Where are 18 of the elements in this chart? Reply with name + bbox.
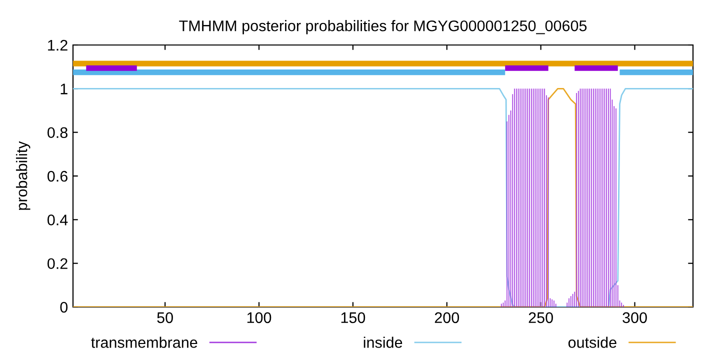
y-tick-label: 0.2	[48, 258, 68, 270]
y-axis-title: probability	[16, 141, 30, 210]
x-tick-label: 50	[157, 312, 173, 324]
x-tick-label: 250	[528, 312, 553, 324]
x-tick-label: 100	[247, 312, 272, 324]
x-tick-label: 300	[622, 312, 647, 324]
y-tick-label: 1	[60, 84, 68, 94]
y-tick-label: 0.6	[48, 170, 68, 182]
y-tick-label: 0	[60, 302, 68, 313]
chart-title: TMHMM posterior probabilities for MGYG000001250_00605	[179, 20, 587, 34]
legend-label: outside	[568, 336, 616, 348]
x-tick-label: 200	[434, 312, 460, 324]
y-tick-label: 0.4	[48, 214, 68, 226]
legend-label: transmembrane	[91, 336, 198, 348]
x-tick-label: 150	[341, 312, 366, 324]
y-tick-label: 1.2	[48, 40, 68, 51]
y-tick-label: 0.8	[48, 127, 68, 138]
legend-label: inside	[364, 336, 402, 348]
